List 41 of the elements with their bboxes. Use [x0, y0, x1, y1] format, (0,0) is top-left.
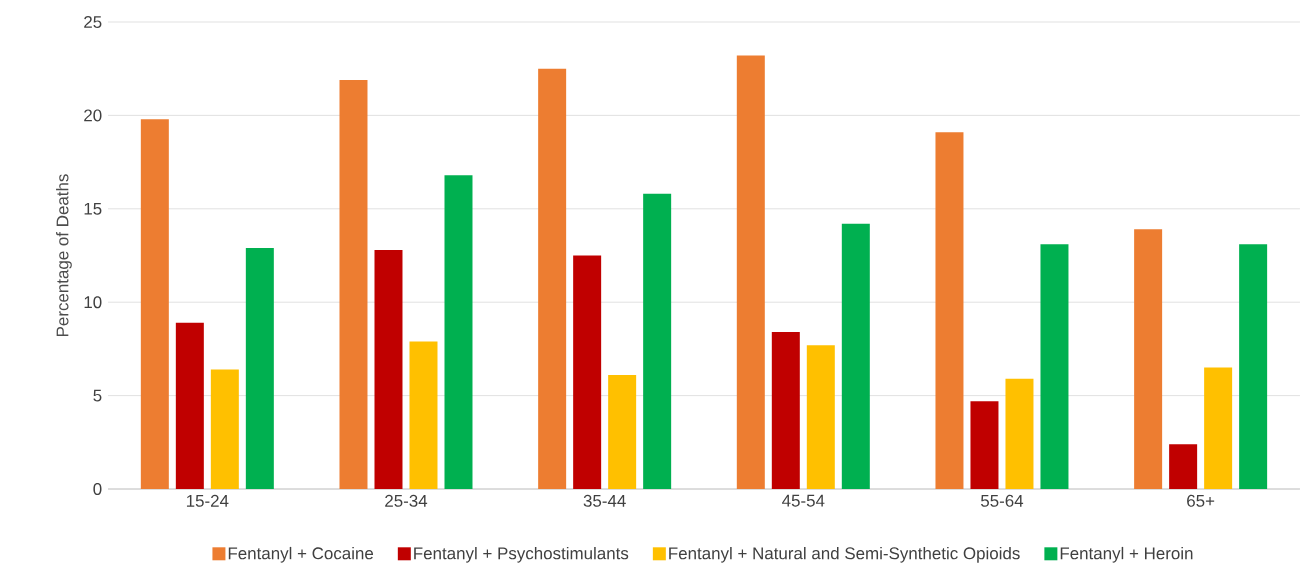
bar: [339, 79, 368, 489]
y-axis-title: Percentage of Deaths: [56, 174, 72, 337]
x-tick-label: 65+: [1187, 494, 1215, 507]
x-tick-label: 25-34: [385, 494, 428, 507]
bar: [841, 223, 870, 489]
bar: [1239, 244, 1268, 489]
bar: [935, 132, 964, 489]
bar: [210, 369, 239, 489]
bar: [771, 332, 800, 489]
bar: [806, 345, 835, 489]
bar: [444, 175, 473, 489]
bar: [1005, 378, 1034, 489]
bar: [1134, 229, 1163, 489]
y-tick-label: 25: [84, 16, 102, 28]
x-tick-label: 15-24: [186, 494, 229, 507]
y-tick-label: 20: [84, 109, 102, 122]
bar: [245, 248, 274, 489]
x-tick-label: 55-64: [980, 494, 1024, 507]
bar: [643, 193, 672, 489]
bar: [1040, 244, 1069, 489]
bar: [538, 68, 567, 489]
bar: [573, 255, 602, 489]
y-tick-label: 15: [84, 202, 102, 215]
bar: [1169, 444, 1198, 489]
legend-label: Fentanyl + Cocaine: [228, 546, 374, 563]
x-tick-label: 45-54: [782, 494, 825, 507]
y-tick-label: 5: [93, 389, 102, 402]
bar: [608, 375, 637, 489]
bar: [374, 249, 403, 489]
bar: [1204, 367, 1233, 489]
legend-label: Fentanyl + Psychostimulants: [414, 546, 629, 563]
legend-label: Fentanyl + Heroin: [1060, 546, 1193, 563]
y-tick-label: 0: [93, 483, 102, 495]
bar: [970, 401, 999, 489]
legend-label: Fentanyl + Natural and Semi-Synthetic Opioids: [669, 546, 1020, 563]
bar: [175, 322, 204, 489]
bar: [140, 119, 169, 489]
bar: [409, 341, 438, 489]
bar: [736, 55, 765, 489]
x-tick-label: 35-44: [583, 494, 626, 507]
y-tick-label: 10: [84, 296, 102, 309]
